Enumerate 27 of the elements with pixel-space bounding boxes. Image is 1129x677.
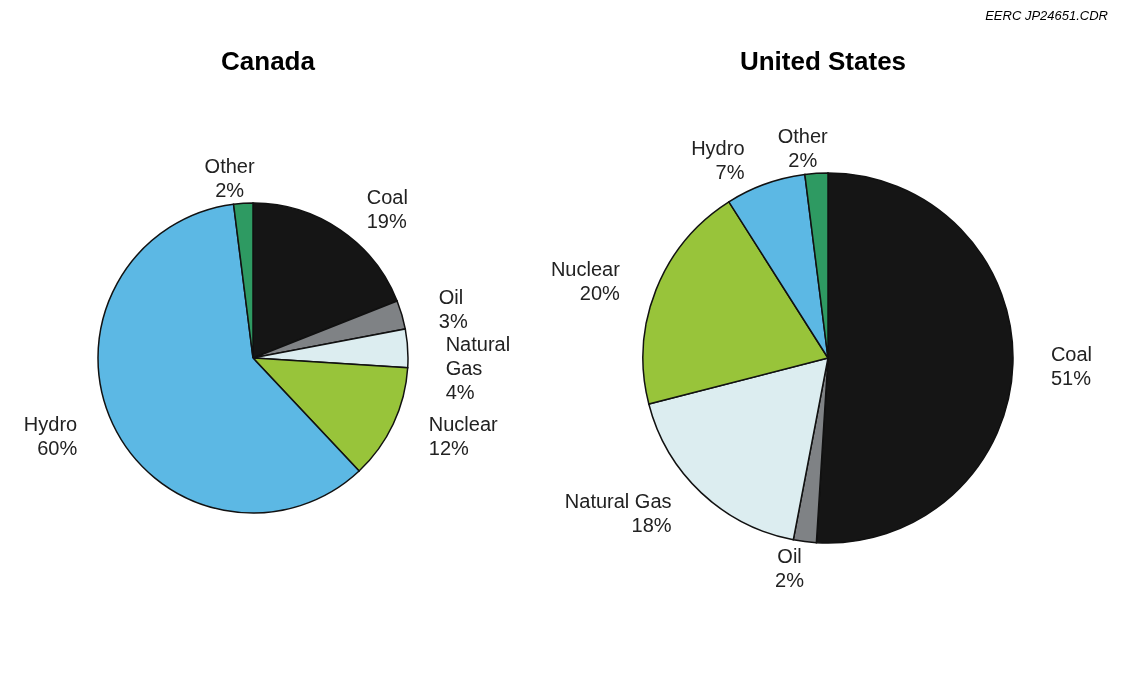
data-label: 20% bbox=[579, 282, 621, 305]
data-label: 2% bbox=[775, 569, 805, 592]
data-label: 19% bbox=[366, 210, 407, 233]
data-label: 7% bbox=[715, 161, 745, 184]
slice-label: Hydro bbox=[691, 137, 745, 160]
chart-title: Canada bbox=[220, 46, 316, 77]
data-label: 60% bbox=[37, 437, 78, 460]
data-label: 2% bbox=[788, 149, 818, 172]
slice-label: Nuclear bbox=[550, 258, 621, 281]
slice-label: Other bbox=[777, 125, 829, 148]
slice-label: Other bbox=[204, 155, 255, 178]
data-label: 51% bbox=[1050, 366, 1092, 389]
slice-label: Natural Gas bbox=[445, 332, 511, 379]
data-label: 4% bbox=[445, 380, 475, 403]
slice-label: Nuclear bbox=[428, 413, 499, 436]
slice-label: Hydro bbox=[23, 413, 78, 436]
text: EERC JP24651.CDR bbox=[985, 8, 1108, 23]
data-label: 3% bbox=[438, 309, 468, 332]
data-label: 18% bbox=[631, 513, 672, 536]
slice-label: Coal bbox=[366, 186, 408, 209]
slice-label: Coal bbox=[1050, 342, 1093, 365]
data-label: 2% bbox=[215, 179, 245, 202]
slice-label: Oil bbox=[438, 285, 464, 308]
slice-label: Natural Gas bbox=[564, 489, 672, 512]
slice-label: Oil bbox=[777, 545, 802, 568]
data-label: 12% bbox=[428, 437, 470, 460]
chart-title: United States bbox=[738, 46, 908, 77]
